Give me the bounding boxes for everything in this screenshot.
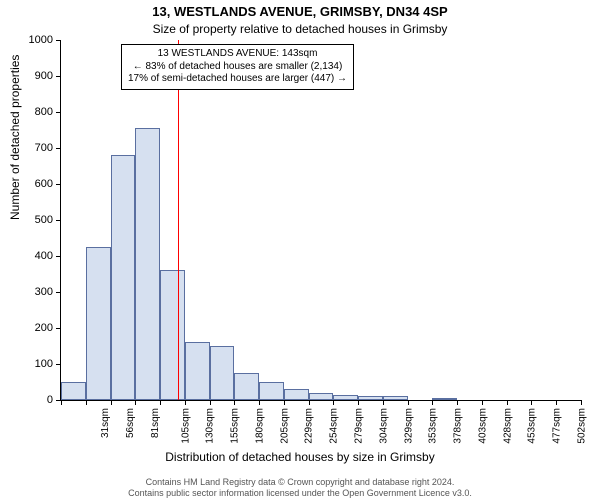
ytick-label: 900: [13, 70, 53, 82]
xtick-mark: [284, 400, 285, 405]
histogram-bar: [309, 393, 334, 400]
ytick-mark: [56, 256, 61, 257]
xtick-mark: [111, 400, 112, 405]
plot-area: 0100200300400500600700800900100031sqm56s…: [60, 40, 581, 401]
xtick-mark: [581, 400, 582, 405]
ytick-mark: [56, 184, 61, 185]
xtick-mark: [507, 400, 508, 405]
xtick-label: 353sqm: [428, 408, 439, 444]
ytick-mark: [56, 148, 61, 149]
annotation-line: ← 83% of detached houses are smaller (2,…: [128, 61, 347, 74]
chart-title-main: 13, WESTLANDS AVENUE, GRIMSBY, DN34 4SP: [0, 4, 600, 19]
xtick-mark: [556, 400, 557, 405]
ytick-label: 100: [13, 358, 53, 370]
xtick-label: 254sqm: [329, 408, 340, 444]
annotation-box: 13 WESTLANDS AVENUE: 143sqm← 83% of deta…: [121, 44, 354, 90]
ytick-label: 400: [13, 250, 53, 262]
histogram-bar: [358, 396, 383, 400]
xtick-label: 477sqm: [552, 408, 563, 444]
histogram-bar: [432, 398, 457, 400]
xtick-mark: [135, 400, 136, 405]
ytick-label: 800: [13, 106, 53, 118]
ytick-mark: [56, 76, 61, 77]
xtick-mark: [309, 400, 310, 405]
chart-container: 13, WESTLANDS AVENUE, GRIMSBY, DN34 4SP …: [0, 0, 600, 500]
histogram-bar: [61, 382, 86, 400]
ytick-label: 300: [13, 286, 53, 298]
xtick-label: 56sqm: [125, 408, 136, 438]
histogram-bar: [185, 342, 210, 400]
xtick-label: 81sqm: [150, 408, 161, 438]
histogram-bar: [86, 247, 111, 400]
xtick-mark: [333, 400, 334, 405]
histogram-bar: [284, 389, 309, 400]
xtick-label: 403sqm: [477, 408, 488, 444]
xtick-mark: [259, 400, 260, 405]
ytick-label: 0: [13, 394, 53, 406]
chart-title-sub: Size of property relative to detached ho…: [0, 22, 600, 36]
ytick-mark: [56, 112, 61, 113]
xtick-mark: [234, 400, 235, 405]
histogram-bar: [383, 396, 408, 400]
ytick-mark: [56, 292, 61, 293]
footer-line-1: Contains HM Land Registry data © Crown c…: [0, 477, 600, 487]
ytick-mark: [56, 364, 61, 365]
histogram-bar: [160, 270, 185, 400]
xtick-mark: [160, 400, 161, 405]
xtick-label: 31sqm: [100, 408, 111, 438]
xtick-mark: [432, 400, 433, 405]
histogram-bar: [234, 373, 259, 400]
xtick-label: 105sqm: [180, 408, 191, 444]
ytick-label: 200: [13, 322, 53, 334]
xtick-label: 453sqm: [527, 408, 538, 444]
annotation-line: 17% of semi-detached houses are larger (…: [128, 73, 347, 86]
ytick-mark: [56, 220, 61, 221]
histogram-bar: [210, 346, 235, 400]
xtick-label: 229sqm: [304, 408, 315, 444]
xtick-label: 180sqm: [255, 408, 266, 444]
histogram-bar: [111, 155, 136, 400]
xtick-mark: [210, 400, 211, 405]
histogram-bar: [333, 395, 358, 400]
xtick-mark: [531, 400, 532, 405]
xtick-mark: [482, 400, 483, 405]
xtick-mark: [358, 400, 359, 405]
ytick-label: 600: [13, 178, 53, 190]
annotation-line: 13 WESTLANDS AVENUE: 143sqm: [128, 48, 347, 61]
xtick-mark: [408, 400, 409, 405]
xtick-label: 502sqm: [576, 408, 587, 444]
footer-line-2: Contains public sector information licen…: [0, 488, 600, 498]
xtick-mark: [185, 400, 186, 405]
xtick-label: 329sqm: [403, 408, 414, 444]
xtick-mark: [86, 400, 87, 405]
xtick-mark: [457, 400, 458, 405]
xtick-label: 205sqm: [279, 408, 290, 444]
histogram-bar: [135, 128, 160, 400]
x-axis-label: Distribution of detached houses by size …: [0, 450, 600, 464]
xtick-label: 155sqm: [230, 408, 241, 444]
xtick-label: 428sqm: [502, 408, 513, 444]
marker-line: [178, 40, 179, 400]
ytick-label: 500: [13, 214, 53, 226]
ytick-mark: [56, 328, 61, 329]
ytick-mark: [56, 40, 61, 41]
histogram-bar: [259, 382, 284, 400]
xtick-label: 279sqm: [354, 408, 365, 444]
footer-attribution: Contains HM Land Registry data © Crown c…: [0, 477, 600, 498]
xtick-label: 130sqm: [205, 408, 216, 444]
xtick-mark: [61, 400, 62, 405]
ytick-label: 700: [13, 142, 53, 154]
ytick-label: 1000: [13, 34, 53, 46]
xtick-mark: [383, 400, 384, 405]
xtick-label: 378sqm: [453, 408, 464, 444]
xtick-label: 304sqm: [378, 408, 389, 444]
